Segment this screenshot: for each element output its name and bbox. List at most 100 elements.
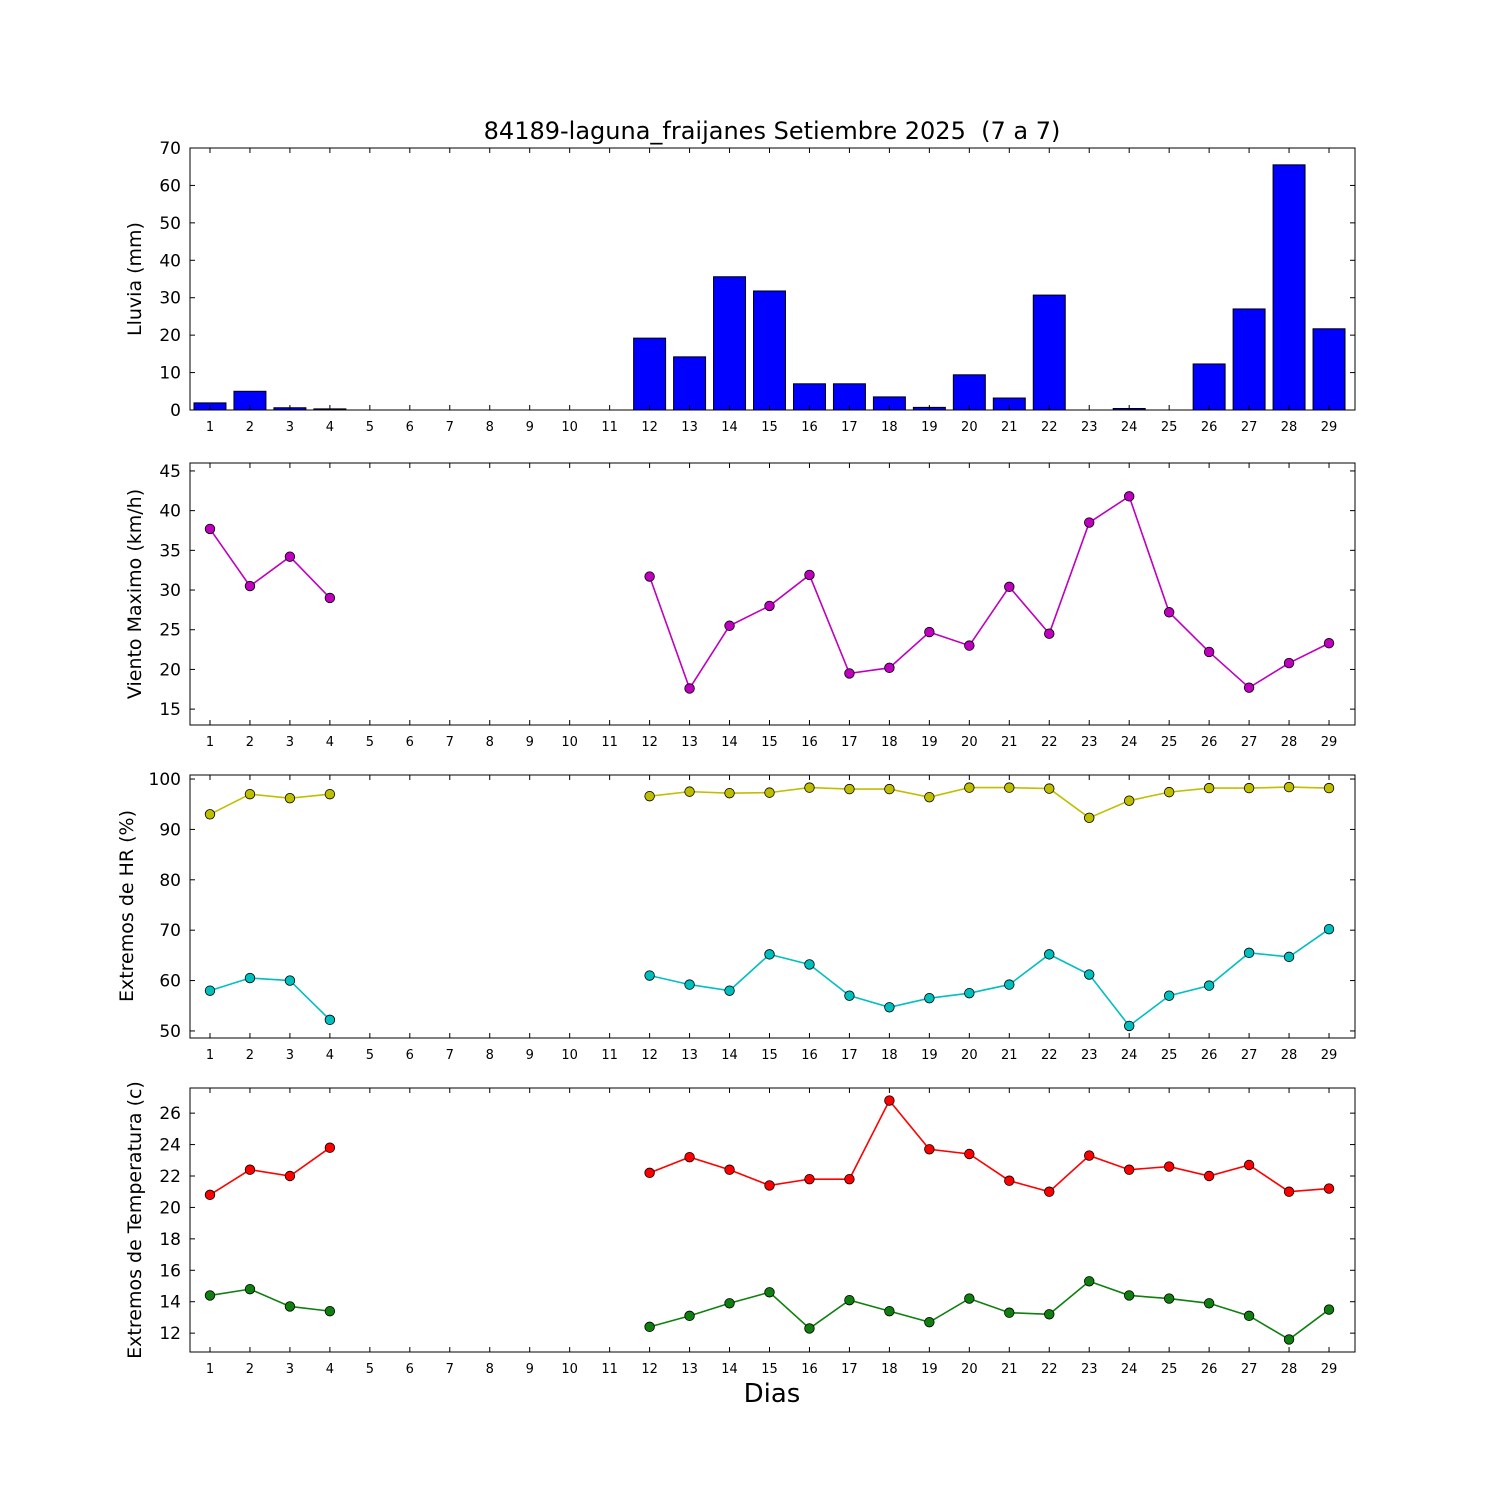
x-tick-label: 10 <box>561 420 578 435</box>
x-tick-label: 7 <box>446 1048 454 1063</box>
marker-temperatura_maxima-day-17 <box>844 1173 855 1185</box>
x-tick-label: 16 <box>801 735 818 750</box>
marker-hr_minima-day-3 <box>284 975 296 986</box>
x-tick-label: 24 <box>1121 735 1138 750</box>
marker-viento_maximo-day-28 <box>1283 657 1295 669</box>
marker-hr_maxima-day-29 <box>1323 782 1335 794</box>
x-tick-label: 14 <box>721 735 738 750</box>
marker-temperatura_maxima-day-18 <box>884 1095 895 1106</box>
line-hr_minima <box>649 928 1330 1028</box>
line-hr_maxima <box>649 786 1330 819</box>
marker-hr_minima-day-15 <box>764 949 775 960</box>
marker-hr_maxima-day-14 <box>724 787 735 799</box>
marker-viento_maximo-day-18 <box>884 662 895 674</box>
x-tick-label: 9 <box>526 1362 534 1377</box>
marker-viento_maximo-day-13 <box>684 683 695 694</box>
y-tick-label: 15 <box>159 700 181 720</box>
x-tick-label: 2 <box>246 420 254 435</box>
marker-hr_maxima-day-21 <box>1004 782 1015 793</box>
marker-temperatura_minima-day-23 <box>1084 1276 1095 1287</box>
ylabel-viento-maximo: Viento Maximo (km/h) <box>124 489 146 699</box>
line-temperatura_maxima <box>209 1147 331 1196</box>
y-tick-label: 10 <box>159 364 181 384</box>
marker-hr_minima-day-28 <box>1283 951 1295 963</box>
y-tick-label: 60 <box>159 176 181 196</box>
x-tick-label: 2 <box>246 1048 254 1063</box>
marker-temperatura_maxima-day-27 <box>1243 1159 1255 1171</box>
marker-hr_minima-day-23 <box>1084 969 1095 980</box>
x-tick-label: 6 <box>406 735 414 750</box>
marker-hr_maxima-day-16 <box>804 782 815 793</box>
x-tick-label: 27 <box>1241 1048 1258 1063</box>
marker-viento_maximo-day-16 <box>804 569 815 581</box>
x-tick-label: 19 <box>921 420 938 435</box>
marker-hr_minima-day-26 <box>1203 980 1215 991</box>
axes-frame <box>189 1087 1356 1353</box>
marker-viento_maximo-day-15 <box>764 600 775 612</box>
x-tick-label: 2 <box>246 735 254 750</box>
bar-day-28 <box>1272 164 1306 411</box>
marker-hr_minima-day-2 <box>244 972 256 984</box>
x-tick-label: 5 <box>366 1048 374 1063</box>
marker-viento_maximo-day-29 <box>1323 638 1335 649</box>
x-tick-label: 5 <box>366 735 374 750</box>
x-tick-label: 22 <box>1041 735 1058 750</box>
x-tick-label: 15 <box>761 1362 778 1377</box>
x-tick-label: 4 <box>326 420 334 435</box>
marker-viento_maximo-day-14 <box>724 620 735 631</box>
marker-temperatura_minima-day-1 <box>204 1290 216 1301</box>
x-tick-label: 9 <box>526 735 534 750</box>
marker-hr_minima-day-4 <box>324 1014 336 1026</box>
x-tick-label: 24 <box>1121 420 1138 435</box>
x-tick-label: 20 <box>961 1048 978 1063</box>
marker-hr_maxima-day-20 <box>964 782 975 793</box>
bar-day-29 <box>1312 328 1346 411</box>
marker-temperatura_minima-day-14 <box>724 1298 735 1309</box>
x-tick-label: 18 <box>881 420 898 435</box>
x-tick-label: 18 <box>881 1362 898 1377</box>
xlabel-dias: Dias <box>744 1379 801 1409</box>
ylabel-lluvia: Lluvia (mm) <box>124 222 146 336</box>
marker-hr_minima-day-21 <box>1004 979 1015 990</box>
marker-temperatura_minima-day-21 <box>1004 1307 1015 1318</box>
x-tick-label: 29 <box>1321 1048 1338 1063</box>
x-tick-label: 6 <box>406 1048 414 1063</box>
marker-hr_minima-day-13 <box>684 979 695 990</box>
x-tick-label: 19 <box>921 1048 938 1063</box>
bar-day-22 <box>1032 294 1066 411</box>
x-tick-label: 10 <box>561 735 578 750</box>
marker-hr_minima-day-14 <box>724 985 735 996</box>
x-tick-label: 26 <box>1201 1362 1218 1377</box>
x-tick-label: 26 <box>1201 735 1218 750</box>
y-tick-label: 24 <box>159 1136 181 1156</box>
line-viento_maximo <box>209 528 331 599</box>
marker-hr_maxima-day-23 <box>1084 812 1095 824</box>
x-tick-label: 1 <box>206 420 214 435</box>
x-tick-label: 19 <box>921 735 938 750</box>
marker-temperatura_minima-day-16 <box>804 1323 815 1334</box>
x-tick-label: 28 <box>1281 735 1298 750</box>
x-tick-label: 8 <box>486 1362 494 1377</box>
y-tick-label: 20 <box>159 660 181 680</box>
marker-temperatura_maxima-day-25 <box>1163 1161 1175 1172</box>
x-tick-label: 17 <box>841 1048 858 1063</box>
line-hr_maxima <box>209 793 330 816</box>
x-tick-label: 1 <box>206 735 214 750</box>
x-tick-label: 21 <box>1001 1048 1018 1063</box>
marker-viento_maximo-day-21 <box>1004 581 1015 593</box>
marker-viento_maximo-day-23 <box>1084 517 1095 528</box>
marker-temperatura_maxima-day-13 <box>684 1151 695 1163</box>
x-tick-label: 3 <box>286 735 294 750</box>
x-tick-label: 13 <box>681 735 698 750</box>
bar-day-26 <box>1192 363 1226 411</box>
marker-temperatura_maxima-day-29 <box>1323 1183 1335 1194</box>
x-tick-label: 13 <box>681 1048 698 1063</box>
y-tick-label: 80 <box>159 871 181 891</box>
y-tick-label: 26 <box>159 1104 181 1124</box>
x-tick-label: 21 <box>1001 735 1018 750</box>
x-tick-label: 28 <box>1281 1362 1298 1377</box>
x-tick-label: 12 <box>641 735 658 750</box>
